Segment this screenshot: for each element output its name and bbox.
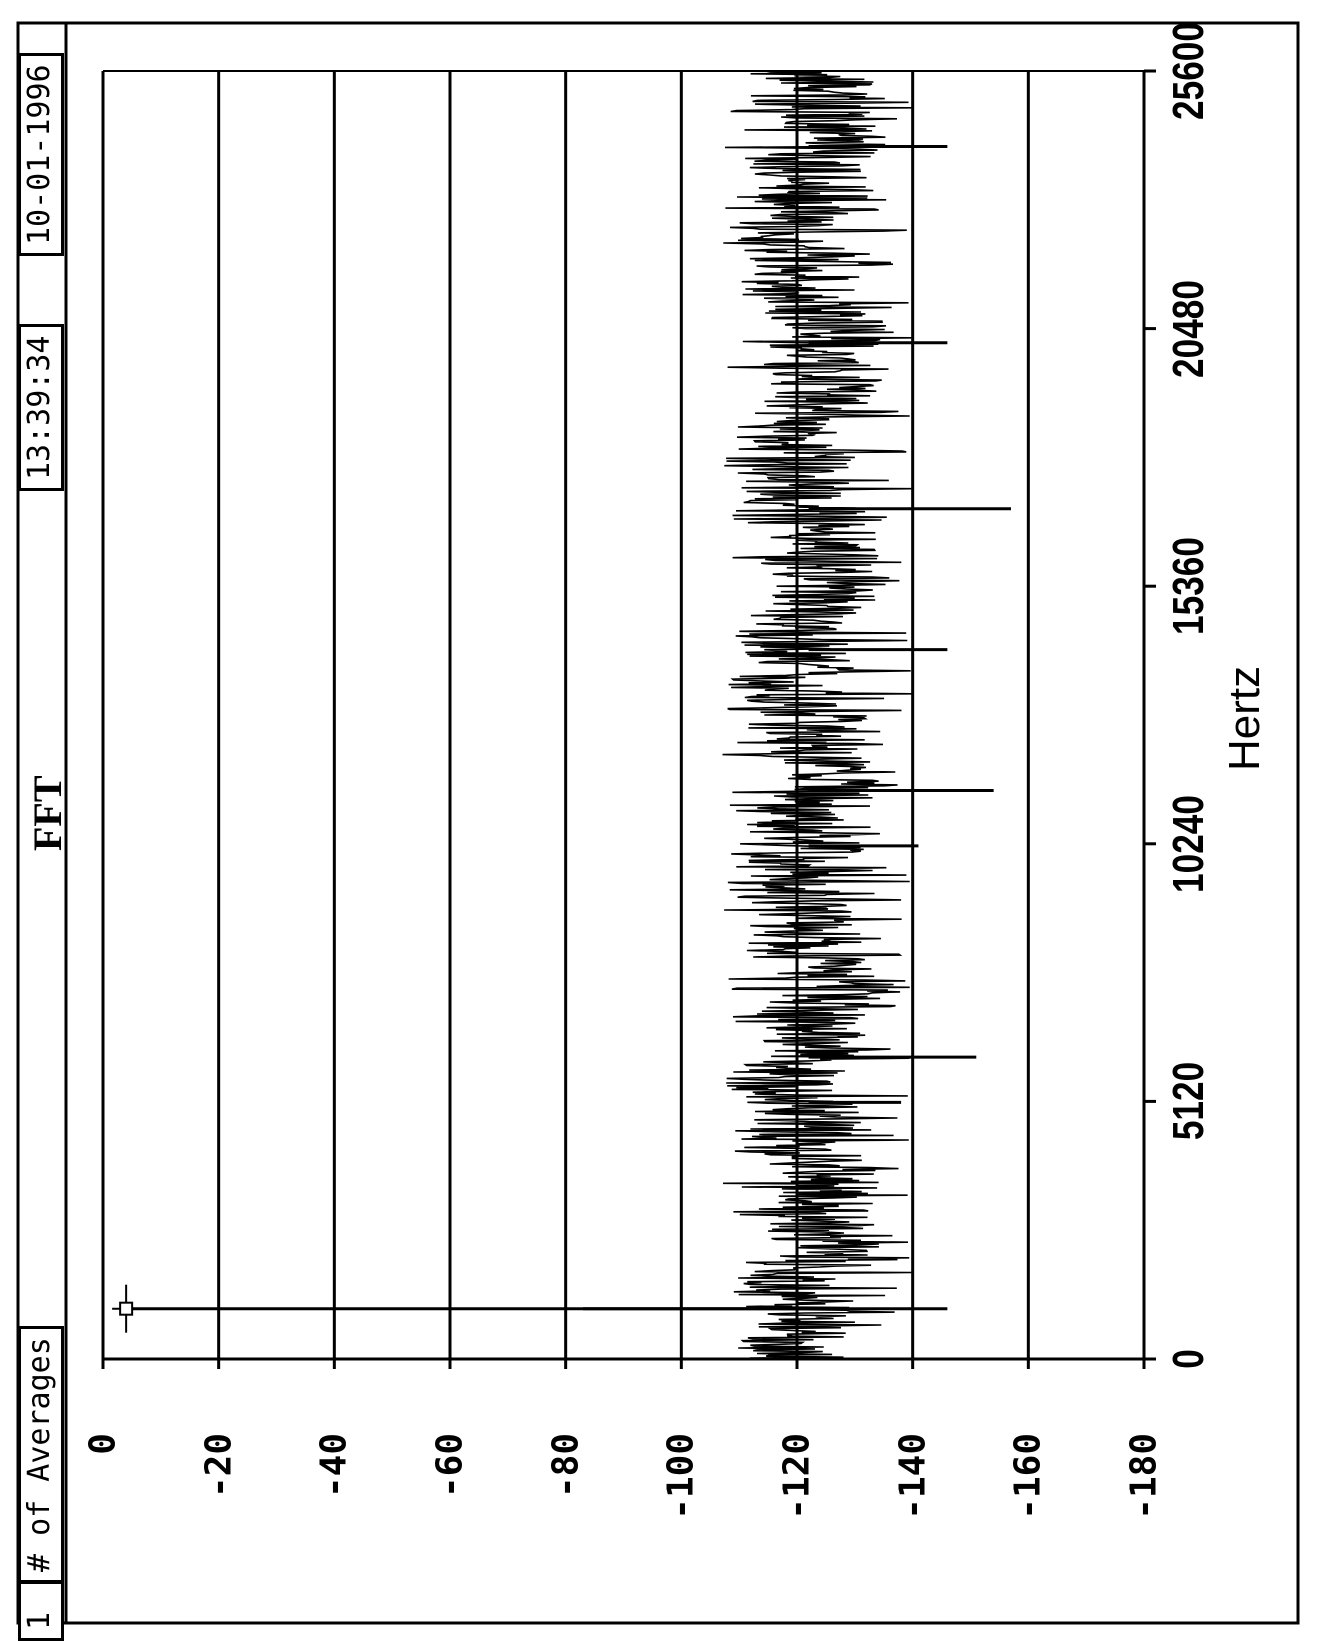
time-stamp: 13:39:34 bbox=[22, 335, 57, 481]
date-stamp: 10-01-1996 bbox=[22, 64, 57, 245]
y-tick-label-4: -80 bbox=[545, 1433, 587, 1499]
x-tick-label-2: 10240 bbox=[1164, 794, 1213, 893]
y-tick-label-2: -40 bbox=[313, 1433, 355, 1499]
y-tick-label-6: -120 bbox=[776, 1433, 818, 1520]
marker-box bbox=[119, 1301, 134, 1316]
averages-label: # of Averages bbox=[22, 1337, 57, 1572]
y-tick-label-8: -160 bbox=[1007, 1433, 1049, 1520]
y-axis-label: dB bbox=[1316, 1534, 1319, 1593]
spectrum-trace bbox=[722, 70, 913, 1360]
y-tick-label-1: -20 bbox=[198, 1433, 240, 1499]
averages-count: 1 bbox=[22, 1611, 57, 1630]
x-tick-label-3: 15360 bbox=[1164, 537, 1213, 636]
y-tick-label-3: -60 bbox=[429, 1433, 471, 1499]
x-tick-label-1: 5120 bbox=[1164, 1062, 1213, 1141]
averages-label-box: # of Averages bbox=[18, 1326, 64, 1583]
y-tick-label-5: -100 bbox=[660, 1433, 702, 1520]
y-tick-label-7: -140 bbox=[892, 1433, 934, 1520]
y-tick-label-9: -180 bbox=[1123, 1433, 1165, 1520]
outer-frame bbox=[16, 21, 1300, 1625]
x-tick-label-4: 20480 bbox=[1164, 279, 1213, 378]
x-tick-label-0: 0 bbox=[1164, 1349, 1213, 1369]
averages-count-box: 1 bbox=[18, 1581, 64, 1641]
x-tick-label-5: 25600 bbox=[1164, 22, 1213, 120]
chart-title: FFT bbox=[25, 775, 70, 851]
x-axis-label: Hertz bbox=[1220, 665, 1269, 771]
time-box: 13:39:34 bbox=[18, 324, 64, 491]
date-box: 10-01-1996 bbox=[18, 53, 64, 256]
y-tick-label-0: 0 bbox=[82, 1433, 124, 1455]
